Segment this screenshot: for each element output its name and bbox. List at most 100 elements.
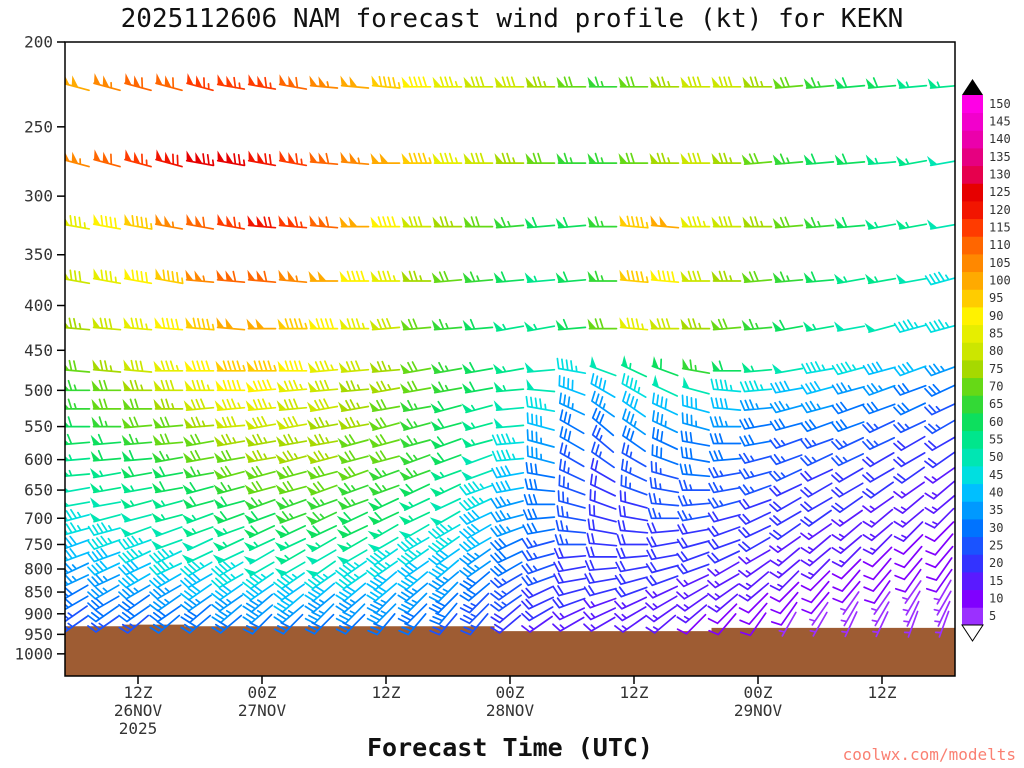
wind-barb <box>555 519 587 534</box>
wind-barb <box>677 495 711 507</box>
wind-barb <box>490 604 522 624</box>
wind-barb <box>800 419 834 433</box>
colorbar-top-arrow <box>962 79 983 95</box>
wind-barb <box>622 390 646 418</box>
wind-barb <box>87 584 120 600</box>
wind-barb <box>335 593 367 613</box>
wind-barb <box>307 416 339 430</box>
wind-barb <box>680 446 711 463</box>
colorbar-segment <box>962 448 983 467</box>
wind-barb <box>903 610 919 638</box>
wind-barb <box>154 214 184 230</box>
wind-barb <box>122 379 153 392</box>
wind-barb <box>92 214 122 230</box>
wind-barb <box>275 480 307 495</box>
wind-barb <box>741 318 773 331</box>
wind-barb <box>307 398 339 413</box>
wind-barb <box>646 548 680 561</box>
wind-barb <box>676 594 708 612</box>
wind-barb <box>180 594 212 612</box>
wind-barb <box>337 482 369 496</box>
wind-barb <box>591 441 615 469</box>
wind-barb <box>559 442 585 468</box>
wind-barb <box>587 152 618 164</box>
wind-barb <box>556 76 587 88</box>
wind-barb <box>335 560 367 578</box>
wind-barb <box>429 497 462 511</box>
wind-barb <box>862 401 896 415</box>
colorbar-tick-label: 55 <box>989 433 1003 447</box>
wind-barb <box>896 155 928 167</box>
wind-barb <box>862 420 896 434</box>
wind-barb <box>645 562 679 574</box>
wind-barb <box>151 512 183 523</box>
colorbar-tick-label: 45 <box>989 468 1003 482</box>
wind-barb <box>118 614 150 634</box>
wind-barb <box>708 613 737 636</box>
wind-barb <box>65 615 88 633</box>
wind-barb <box>893 435 926 452</box>
wind-barb <box>619 490 648 509</box>
wind-barb <box>304 593 336 613</box>
wind-barb <box>151 498 183 509</box>
wind-barb <box>400 318 432 331</box>
wind-barb <box>832 569 861 592</box>
wind-barb <box>521 550 555 562</box>
wind-barb <box>367 613 396 636</box>
wind-barb <box>246 360 277 372</box>
wind-barb <box>152 433 184 446</box>
wind-barb <box>152 450 184 463</box>
wind-barb <box>461 454 493 466</box>
wind-barb <box>834 153 866 166</box>
wind-barb <box>490 550 524 564</box>
wind-barb <box>739 399 773 411</box>
wind-barb <box>244 480 276 495</box>
wind-barb <box>154 268 184 285</box>
wind-barb <box>149 560 183 576</box>
wind-barb <box>650 460 679 480</box>
wind-barb <box>186 73 214 92</box>
wind-barb <box>430 469 462 481</box>
wind-barb <box>120 526 152 538</box>
wind-barb <box>242 572 274 590</box>
wind-barb <box>558 392 586 416</box>
wind-barb <box>431 381 463 394</box>
wind-barb <box>558 458 586 482</box>
x-axis-tick-label: 00Z <box>744 683 773 702</box>
wind-barb <box>211 604 243 624</box>
wind-barb <box>371 75 401 89</box>
wind-barb <box>153 379 184 392</box>
wind-barb <box>862 467 895 483</box>
wind-barb <box>459 509 493 525</box>
wind-barb <box>183 398 215 411</box>
wind-barb <box>778 611 797 637</box>
wind-barb <box>368 434 400 448</box>
wind-barb <box>800 570 831 592</box>
wind-barb <box>463 216 494 228</box>
wind-barb <box>493 321 525 332</box>
wind-barb <box>893 452 926 468</box>
wind-barb <box>124 73 152 92</box>
wind-barb <box>463 152 494 164</box>
wind-barb <box>903 600 920 627</box>
wind-barb <box>738 571 770 591</box>
wind-barb <box>647 507 680 520</box>
wind-barb <box>809 601 829 626</box>
wind-barb <box>278 215 308 229</box>
wind-barb <box>521 615 553 633</box>
wind-barb <box>461 420 493 431</box>
wind-barb <box>490 496 524 509</box>
colorbar-tick-label: 40 <box>989 486 1003 500</box>
wind-barb <box>91 398 122 410</box>
colorbar-segment <box>962 589 983 608</box>
wind-barb <box>894 568 922 593</box>
wind-barb <box>490 561 523 577</box>
colorbar-tick-label: 30 <box>989 521 1003 535</box>
wind-barb <box>368 450 400 464</box>
wind-barb <box>367 497 400 511</box>
wind-barb <box>893 361 927 377</box>
wind-barb <box>493 400 525 411</box>
wind-barb <box>769 547 801 567</box>
wind-barb <box>801 361 835 375</box>
colorbar-tick-label: 130 <box>989 168 1011 182</box>
